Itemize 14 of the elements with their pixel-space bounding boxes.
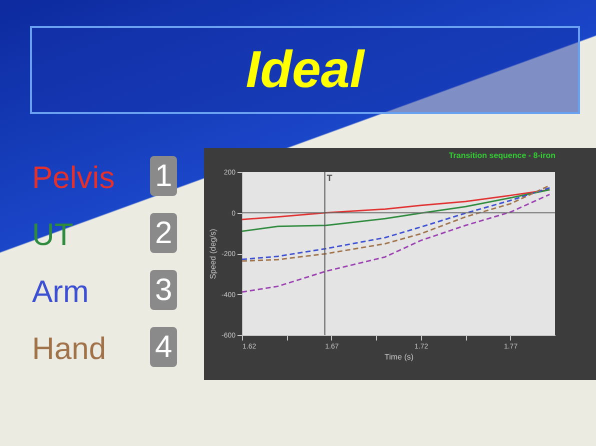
y-axis-title: Speed (deg/s) <box>208 228 218 280</box>
text: Arm <box>32 274 89 309</box>
text: 1 <box>150 156 178 196</box>
text: Hand <box>32 331 106 366</box>
line-series <box>241 194 550 293</box>
text: 3 <box>150 270 178 310</box>
text: 2 <box>150 213 178 253</box>
x-axis-title: Time (s) <box>384 352 414 362</box>
line-series <box>241 188 550 232</box>
chart-subtitle: Transition sequence - 8-iron <box>448 151 556 160</box>
text: 4 <box>150 327 178 367</box>
chart-title: Ideal <box>30 26 580 114</box>
text: Pelvis <box>32 160 115 195</box>
ref-line-label: T <box>326 173 333 183</box>
